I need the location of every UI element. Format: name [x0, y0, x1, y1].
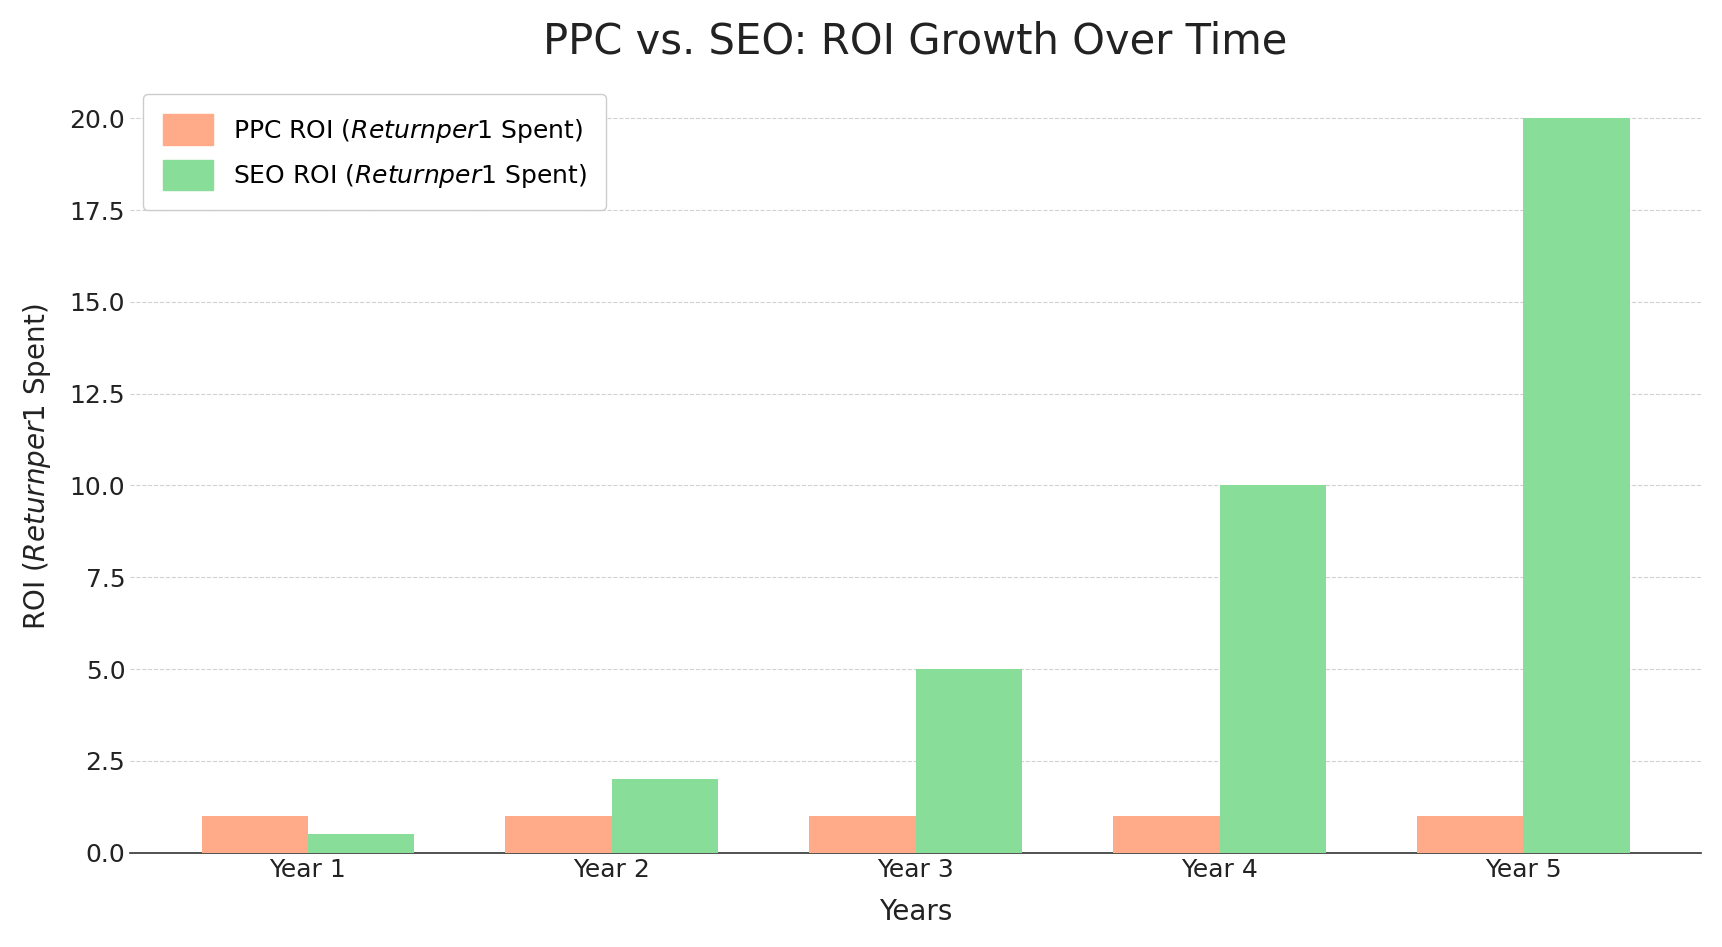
Y-axis label: ROI ($\it{Returnper}$1 Spent): ROI ($\it{Returnper}$1 Spent) — [21, 304, 53, 631]
Bar — [1219, 486, 1326, 852]
Bar — [1417, 816, 1524, 852]
Title: PPC vs. SEO: ROI Growth Over Time: PPC vs. SEO: ROI Growth Over Time — [544, 21, 1288, 63]
Bar — [201, 816, 308, 852]
X-axis label: Years: Years — [878, 898, 952, 926]
Bar — [1524, 118, 1629, 852]
Bar — [505, 816, 611, 852]
Legend: PPC ROI ($\it{Returnper}$1 Spent), SEO ROI ($\it{Returnper}$1 Spent): PPC ROI ($\it{Returnper}$1 Spent), SEO R… — [143, 94, 606, 210]
Bar — [611, 779, 718, 852]
Bar — [809, 816, 916, 852]
Bar — [308, 834, 415, 852]
Bar — [916, 670, 1021, 852]
Bar — [1112, 816, 1219, 852]
